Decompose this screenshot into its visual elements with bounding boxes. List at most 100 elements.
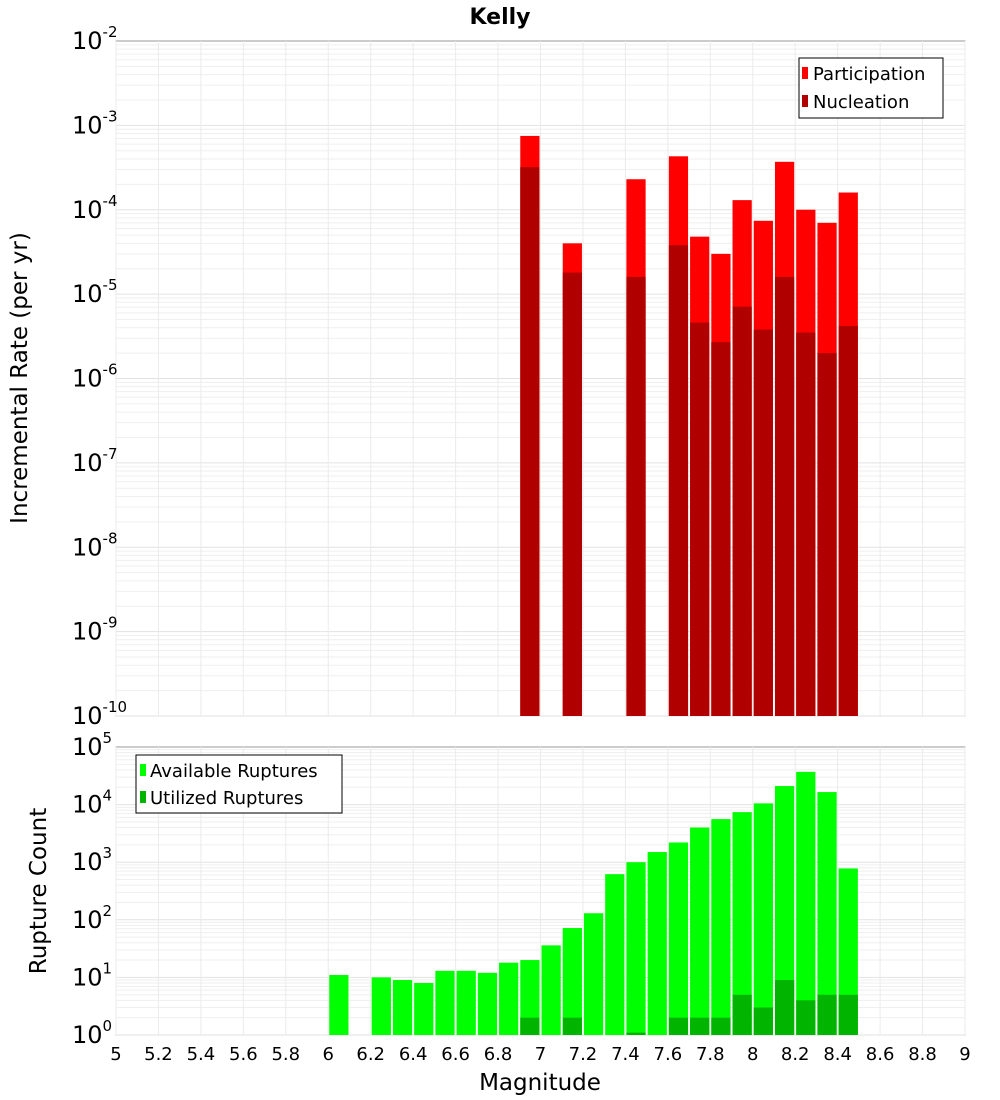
top-bar-nucleation [796,332,816,716]
bottom-bar-available-ruptures [329,975,349,1035]
x-tick: 6.4 [399,1044,428,1065]
bottom-bar-utilized-ruptures [774,980,795,1035]
legend-label-participation: Participation [813,64,925,85]
bottom-bar-utilized-ruptures [520,1017,540,1035]
bottom-bar-available-ruptures [605,874,625,1035]
bottom-legend: Available Ruptures Utilized Ruptures [135,754,343,814]
x-axis-label: Magnitude [479,1070,601,1096]
top-bar-nucleation [690,322,710,716]
bottom-bar-available-ruptures [817,792,837,1035]
legend-swatch-utilized [140,791,146,803]
top-y-tick: 10-8 [72,529,118,561]
bottom-bar-utilized-ruptures [668,1017,689,1035]
bottom-bar-available-ruptures [499,962,519,1035]
top-y-tick: 10-6 [72,361,118,393]
legend-swatch-nucleation [802,95,808,107]
bottom-bar-available-ruptures [583,913,604,1035]
x-tick: 5.4 [187,1044,216,1065]
bottom-y-tick: 100 [72,1017,112,1049]
x-tick: 8.4 [823,1044,852,1065]
bottom-bar-available-ruptures [774,786,795,1035]
bottom-y-tick: 105 [72,729,112,761]
x-tick: 8.6 [866,1044,895,1065]
x-tick: 6 [323,1044,334,1065]
x-tick: 7.4 [611,1044,640,1065]
bottom-bar-utilized-ruptures [732,994,752,1035]
legend-label-utilized: Utilized Ruptures [150,788,303,809]
top-bar-nucleation [838,325,858,716]
bottom-bar-available-ruptures [711,819,731,1035]
top-gridlines [115,41,966,717]
bottom-bar-utilized-ruptures [711,1017,731,1035]
bottom-bar-available-ruptures [392,980,413,1035]
bottom-bar-utilized-ruptures [562,1017,582,1035]
legend-swatch-participation [802,67,808,79]
bottom-bar-available-ruptures [541,945,561,1035]
bottom-y-tick: 103 [72,844,112,876]
bottom-bar-available-ruptures [690,827,710,1035]
x-tick: 5.8 [271,1044,300,1065]
x-tick: 8.8 [908,1044,937,1065]
bottom-bar-available-ruptures [371,977,391,1035]
bottom-bar-available-ruptures [626,862,646,1035]
top-bar-nucleation [711,342,731,716]
bottom-bar-utilized-ruptures [753,1007,773,1035]
bottom-bar-available-ruptures [647,852,667,1035]
x-tick-labels: 5 5.2 5.4 5.6 5.8 6 6.2 6.4 6.6 6.8 7 7.2 7.4 7.6 7.8 8… [110,1044,970,1065]
top-y-tick: 10-7 [72,445,118,477]
x-tick: 6.8 [484,1044,513,1065]
top-y-tick: 10-9 [72,614,118,646]
legend-label-available: Available Ruptures [150,761,318,782]
bottom-bar-available-ruptures [435,970,455,1035]
top-y-axis-label: Incremental Rate (per yr) [7,232,33,524]
x-tick: 5 [110,1044,121,1065]
top-bar-nucleation [732,306,752,716]
bottom-bar-available-ruptures [753,803,773,1035]
top-bar-nucleation [668,245,689,717]
bottom-y-tick: 104 [72,787,112,819]
bottom-bar-utilized-ruptures [817,994,837,1035]
x-tick: 7.6 [654,1044,683,1065]
top-bar-nucleation [774,276,795,716]
legend-label-nucleation: Nucleation [813,92,909,113]
bottom-bar-available-ruptures [456,970,476,1035]
bottom-bar-available-ruptures [414,982,434,1035]
bottom-bar-available-ruptures [796,771,816,1035]
bottom-y-tick-labels: 100 101 102 103 104 105 [72,729,112,1049]
bottom-bar-available-ruptures [477,972,498,1035]
top-bar-nucleation [520,167,540,716]
bottom-bar-utilized-ruptures [626,1032,646,1035]
top-y-tick: 10-3 [72,107,118,139]
bottom-bar-available-ruptures [562,928,582,1035]
top-bar-nucleation [562,272,582,716]
bottom-bar-available-ruptures [520,960,540,1035]
x-tick: 8 [747,1044,758,1065]
bottom-bar-utilized-ruptures [690,1017,710,1035]
top-y-tick: 10-10 [72,698,127,730]
x-tick: 7 [535,1044,546,1065]
bottom-bars [329,771,858,1035]
top-bar-nucleation [626,276,646,716]
x-tick: 5.6 [229,1044,258,1065]
bottom-bar-utilized-ruptures [796,1000,816,1035]
x-tick: 5.2 [144,1044,173,1065]
top-y-tick: 10-5 [72,276,118,308]
bottom-bar-utilized-ruptures [838,994,858,1035]
x-tick: 7.2 [569,1044,598,1065]
chart-title: Kelly [469,5,530,30]
bottom-bar-available-ruptures [668,842,689,1035]
top-y-tick: 10-4 [72,192,118,224]
top-y-tick-labels: 10-10 10-9 10-8 10-7 10-6 10-5 10-4 10-3 10-2 [72,23,127,730]
legend-swatch-available [140,764,146,776]
bottom-y-tick: 101 [72,959,112,991]
x-tick: 6.2 [356,1044,385,1065]
x-tick: 9 [959,1044,970,1065]
bottom-y-tick: 102 [72,902,112,934]
top-bar-nucleation [753,329,773,716]
bottom-y-axis-label: Rupture Count [26,808,52,974]
top-bar-nucleation [817,353,837,716]
top-legend: Participation Nucleation [798,57,944,119]
top-y-tick: 10-2 [72,23,118,55]
x-tick: 7.8 [696,1044,725,1065]
